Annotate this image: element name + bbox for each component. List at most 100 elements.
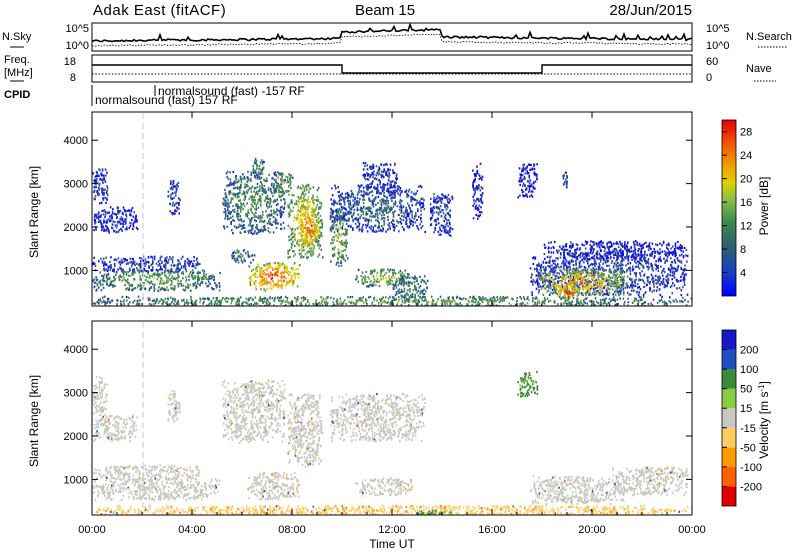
- range-cell: [271, 276, 273, 279]
- range-cell: [594, 265, 596, 268]
- range-cell: [226, 205, 228, 208]
- range-cell: [676, 287, 678, 290]
- range-cell: [302, 197, 305, 200]
- range-cell: [189, 283, 191, 286]
- range-cell: [310, 237, 312, 240]
- range-cell: [304, 234, 306, 237]
- range-cell: [447, 225, 449, 228]
- range-cell: [364, 280, 366, 283]
- range-cell: [148, 265, 150, 268]
- range-cell: [260, 205, 262, 208]
- range-cell: [236, 181, 239, 184]
- range-cell: [270, 190, 272, 193]
- range-cell: [243, 186, 246, 189]
- range-cell: [393, 223, 395, 226]
- range-cell: [235, 178, 237, 181]
- range-cell: [653, 283, 655, 286]
- range-cell: [403, 298, 406, 301]
- range-cell: [249, 229, 251, 232]
- range-cell: [363, 176, 366, 179]
- range-cell: [650, 262, 652, 265]
- range-cell: [402, 211, 404, 215]
- range-cell: [602, 262, 604, 265]
- range-cell: [364, 275, 366, 278]
- range-cell: [550, 276, 553, 279]
- range-cell: [104, 211, 107, 214]
- range-cell: [670, 284, 673, 287]
- range-cell: [392, 190, 395, 193]
- range-cell: [529, 163, 531, 166]
- range-cell: [413, 216, 416, 219]
- range-cell: [521, 169, 524, 172]
- range-cell: [345, 239, 347, 242]
- range-cell: [451, 196, 454, 199]
- range-cell: [133, 270, 135, 273]
- range-cell: [362, 198, 364, 201]
- range-cell: [592, 273, 595, 276]
- range-cell: [253, 272, 256, 276]
- range-cell: [392, 214, 395, 217]
- range-cell: [449, 227, 452, 230]
- range-cell: [544, 277, 547, 280]
- range-cell: [120, 258, 123, 261]
- range-cell: [647, 268, 650, 271]
- range-cell: [628, 268, 631, 271]
- range-cell: [425, 282, 427, 285]
- range-cell: [377, 208, 380, 211]
- range-cell: [287, 256, 289, 259]
- range-cell: [267, 200, 269, 204]
- range-cell: [636, 290, 638, 293]
- range-cell: [121, 217, 124, 220]
- range-cell: [342, 215, 345, 218]
- range-cell: [579, 266, 581, 269]
- range-cell: [401, 290, 404, 293]
- range-cell: [227, 203, 230, 206]
- range-cell: [288, 273, 290, 276]
- range-cell: [247, 229, 249, 233]
- range-cell: [266, 266, 269, 269]
- range-cell: [602, 258, 605, 261]
- range-cell: [263, 190, 265, 193]
- range-cell: [525, 187, 527, 190]
- range-cell: [274, 222, 277, 225]
- range-cell: [124, 209, 126, 212]
- range-cell: [92, 172, 94, 175]
- range-cell: [417, 201, 420, 204]
- range-cell: [392, 205, 395, 208]
- range-cell: [599, 258, 602, 261]
- range-cell: [317, 213, 319, 216]
- range-cell: [449, 234, 452, 237]
- range-cell: [126, 259, 128, 262]
- range-cell: [373, 170, 375, 173]
- range-cell: [297, 243, 299, 246]
- range-cell: [283, 227, 286, 230]
- range-cell: [280, 187, 283, 190]
- range-cell: [316, 195, 319, 198]
- range-cell: [555, 291, 557, 294]
- range-cell: [592, 267, 594, 270]
- range-cell: [399, 217, 402, 220]
- range-cell: [659, 282, 661, 286]
- range-cell: [250, 207, 252, 210]
- range-cell: [238, 255, 241, 258]
- range-cell: [171, 287, 174, 290]
- range-cell: [574, 281, 576, 284]
- range-cell: [669, 269, 672, 272]
- range-cell: [211, 274, 214, 277]
- range-cell: [255, 203, 258, 206]
- range-cell: [290, 267, 293, 270]
- range-cell: [277, 262, 280, 265]
- range-cell: [165, 258, 167, 261]
- range-cell: [111, 217, 114, 220]
- range-cell: [120, 261, 123, 264]
- range-cell: [205, 276, 207, 279]
- range-cell: [282, 211, 285, 214]
- range-cell: [626, 252, 628, 255]
- range-cell: [282, 262, 284, 265]
- range-cell: [594, 287, 596, 290]
- range-cell: [552, 273, 555, 276]
- range-cell: [406, 292, 408, 295]
- range-cell: [336, 208, 339, 211]
- range-cell: [536, 278, 539, 281]
- range-cell: [406, 202, 409, 205]
